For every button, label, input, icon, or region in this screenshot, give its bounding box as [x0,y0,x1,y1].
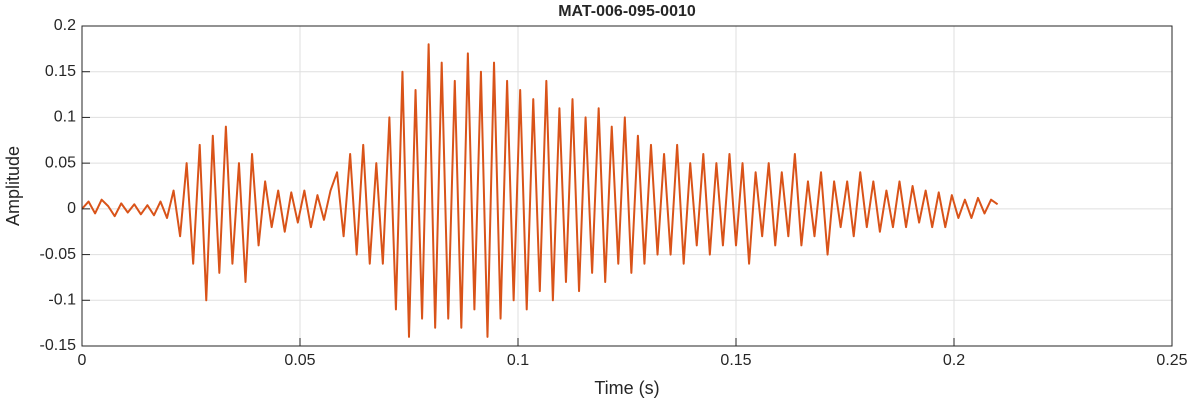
signal-line [81,43,999,338]
y-tick-label: -0.05 [40,246,77,263]
x-tick-label: 0.15 [720,352,751,369]
chart-title: MAT-006-095-0010 [558,3,696,20]
y-tick-label: 0.1 [54,109,76,126]
y-tick-label: 0.15 [45,63,76,80]
y-tick-label: 0.05 [45,154,76,171]
y-tick-label: -0.1 [48,292,76,309]
y-tick-label: 0.2 [54,17,76,34]
y-tick-label: 0 [67,200,76,217]
x-tick-label: 0.1 [507,352,529,369]
x-tick-label: 0.05 [284,352,315,369]
x-tick-label: 0.2 [943,352,965,369]
axes-box [81,25,1173,347]
y-tick-label: -0.15 [40,337,77,354]
marks [81,43,999,338]
y-axis-label: Amplitude [3,146,23,226]
x-axis-label: Time (s) [594,378,659,398]
x-tick-label: 0 [78,352,87,369]
x-tick-label: 0.25 [1156,352,1187,369]
